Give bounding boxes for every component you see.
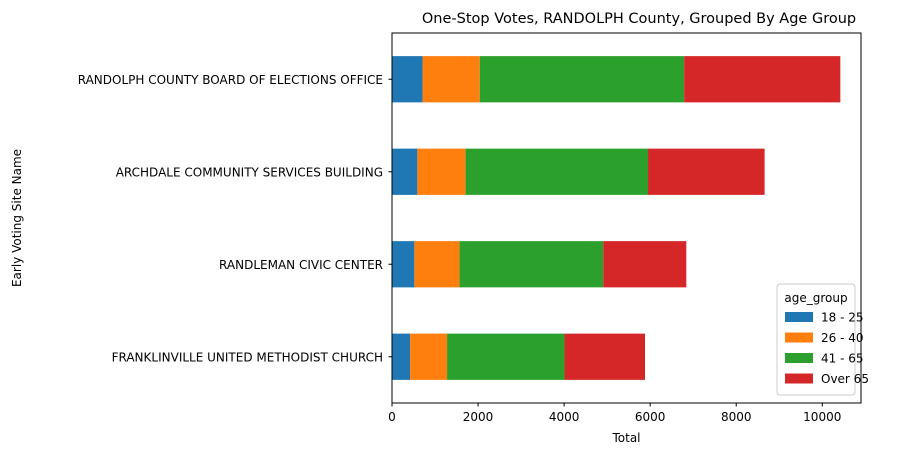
legend-swatch [785,332,813,343]
y-tick-label: ARCHDALE COMMUNITY SERVICES BUILDING [116,165,383,179]
y-tick-label: RANDLEMAN CIVIC CENTER [219,258,383,272]
bar-2-series-3 [465,148,649,195]
x-tick-label: 2000 [463,410,494,424]
x-axis-label: Total [611,431,640,445]
y-tick-label: RANDOLPH COUNTY BOARD OF ELECTIONS OFFIC… [78,73,383,87]
x-tick-label: 8000 [721,410,752,424]
legend-label: 41 - 65 [821,352,864,366]
bar-3-series-1 [392,241,415,288]
bar-4-series-1 [392,333,411,380]
bar-3-series-2 [414,241,460,288]
x-tick-label: 4000 [549,410,580,424]
x-tick-label: 10000 [803,410,841,424]
x-axis-ticks: 0 2000 4000 6000 8000 10000 [388,403,841,424]
legend-swatch [785,312,813,322]
x-tick-label: 0 [388,410,396,424]
legend-items: 18 - 25 26 - 40 41 - 65 Over 65 [785,311,869,386]
bar-2-series-1 [392,148,418,195]
legend-swatch [785,373,813,384]
bar-1-series-2 [422,56,480,103]
bar-3-series-4 [603,241,687,288]
legend: age_group 18 - 25 26 - 40 41 - 65 Over 65 [776,283,869,396]
bar-1-series-1 [392,56,423,103]
bar-1-series-3 [479,56,685,103]
x-tick-label: 6000 [635,410,666,424]
legend-label: 18 - 25 [821,311,864,325]
bar-2-series-4 [648,148,765,195]
legend-title: age_group [784,291,847,305]
bar-1-series-4 [684,56,841,103]
bar-4-series-4 [564,333,646,380]
bar-2-series-2 [417,148,466,195]
legend-label: 26 - 40 [821,331,864,345]
legend-box [776,283,856,396]
y-axis-label: Early Voting Site Name [10,149,24,287]
legend-swatch [785,353,813,363]
bars [392,56,841,380]
plot-frame [391,32,862,404]
bar-4-series-3 [447,333,565,380]
chart-title: One-Stop Votes, RANDOLPH County, Grouped… [422,11,856,27]
y-tick-label: FRANKLINVILLE UNITED METHODIST CHURCH [112,350,383,364]
legend-label: Over 65 [821,372,869,386]
y-axis-ticks: RANDOLPH COUNTY BOARD OF ELECTIONS OFFIC… [78,73,392,364]
bar-3-series-3 [459,241,604,288]
bar-4-series-2 [410,333,448,380]
